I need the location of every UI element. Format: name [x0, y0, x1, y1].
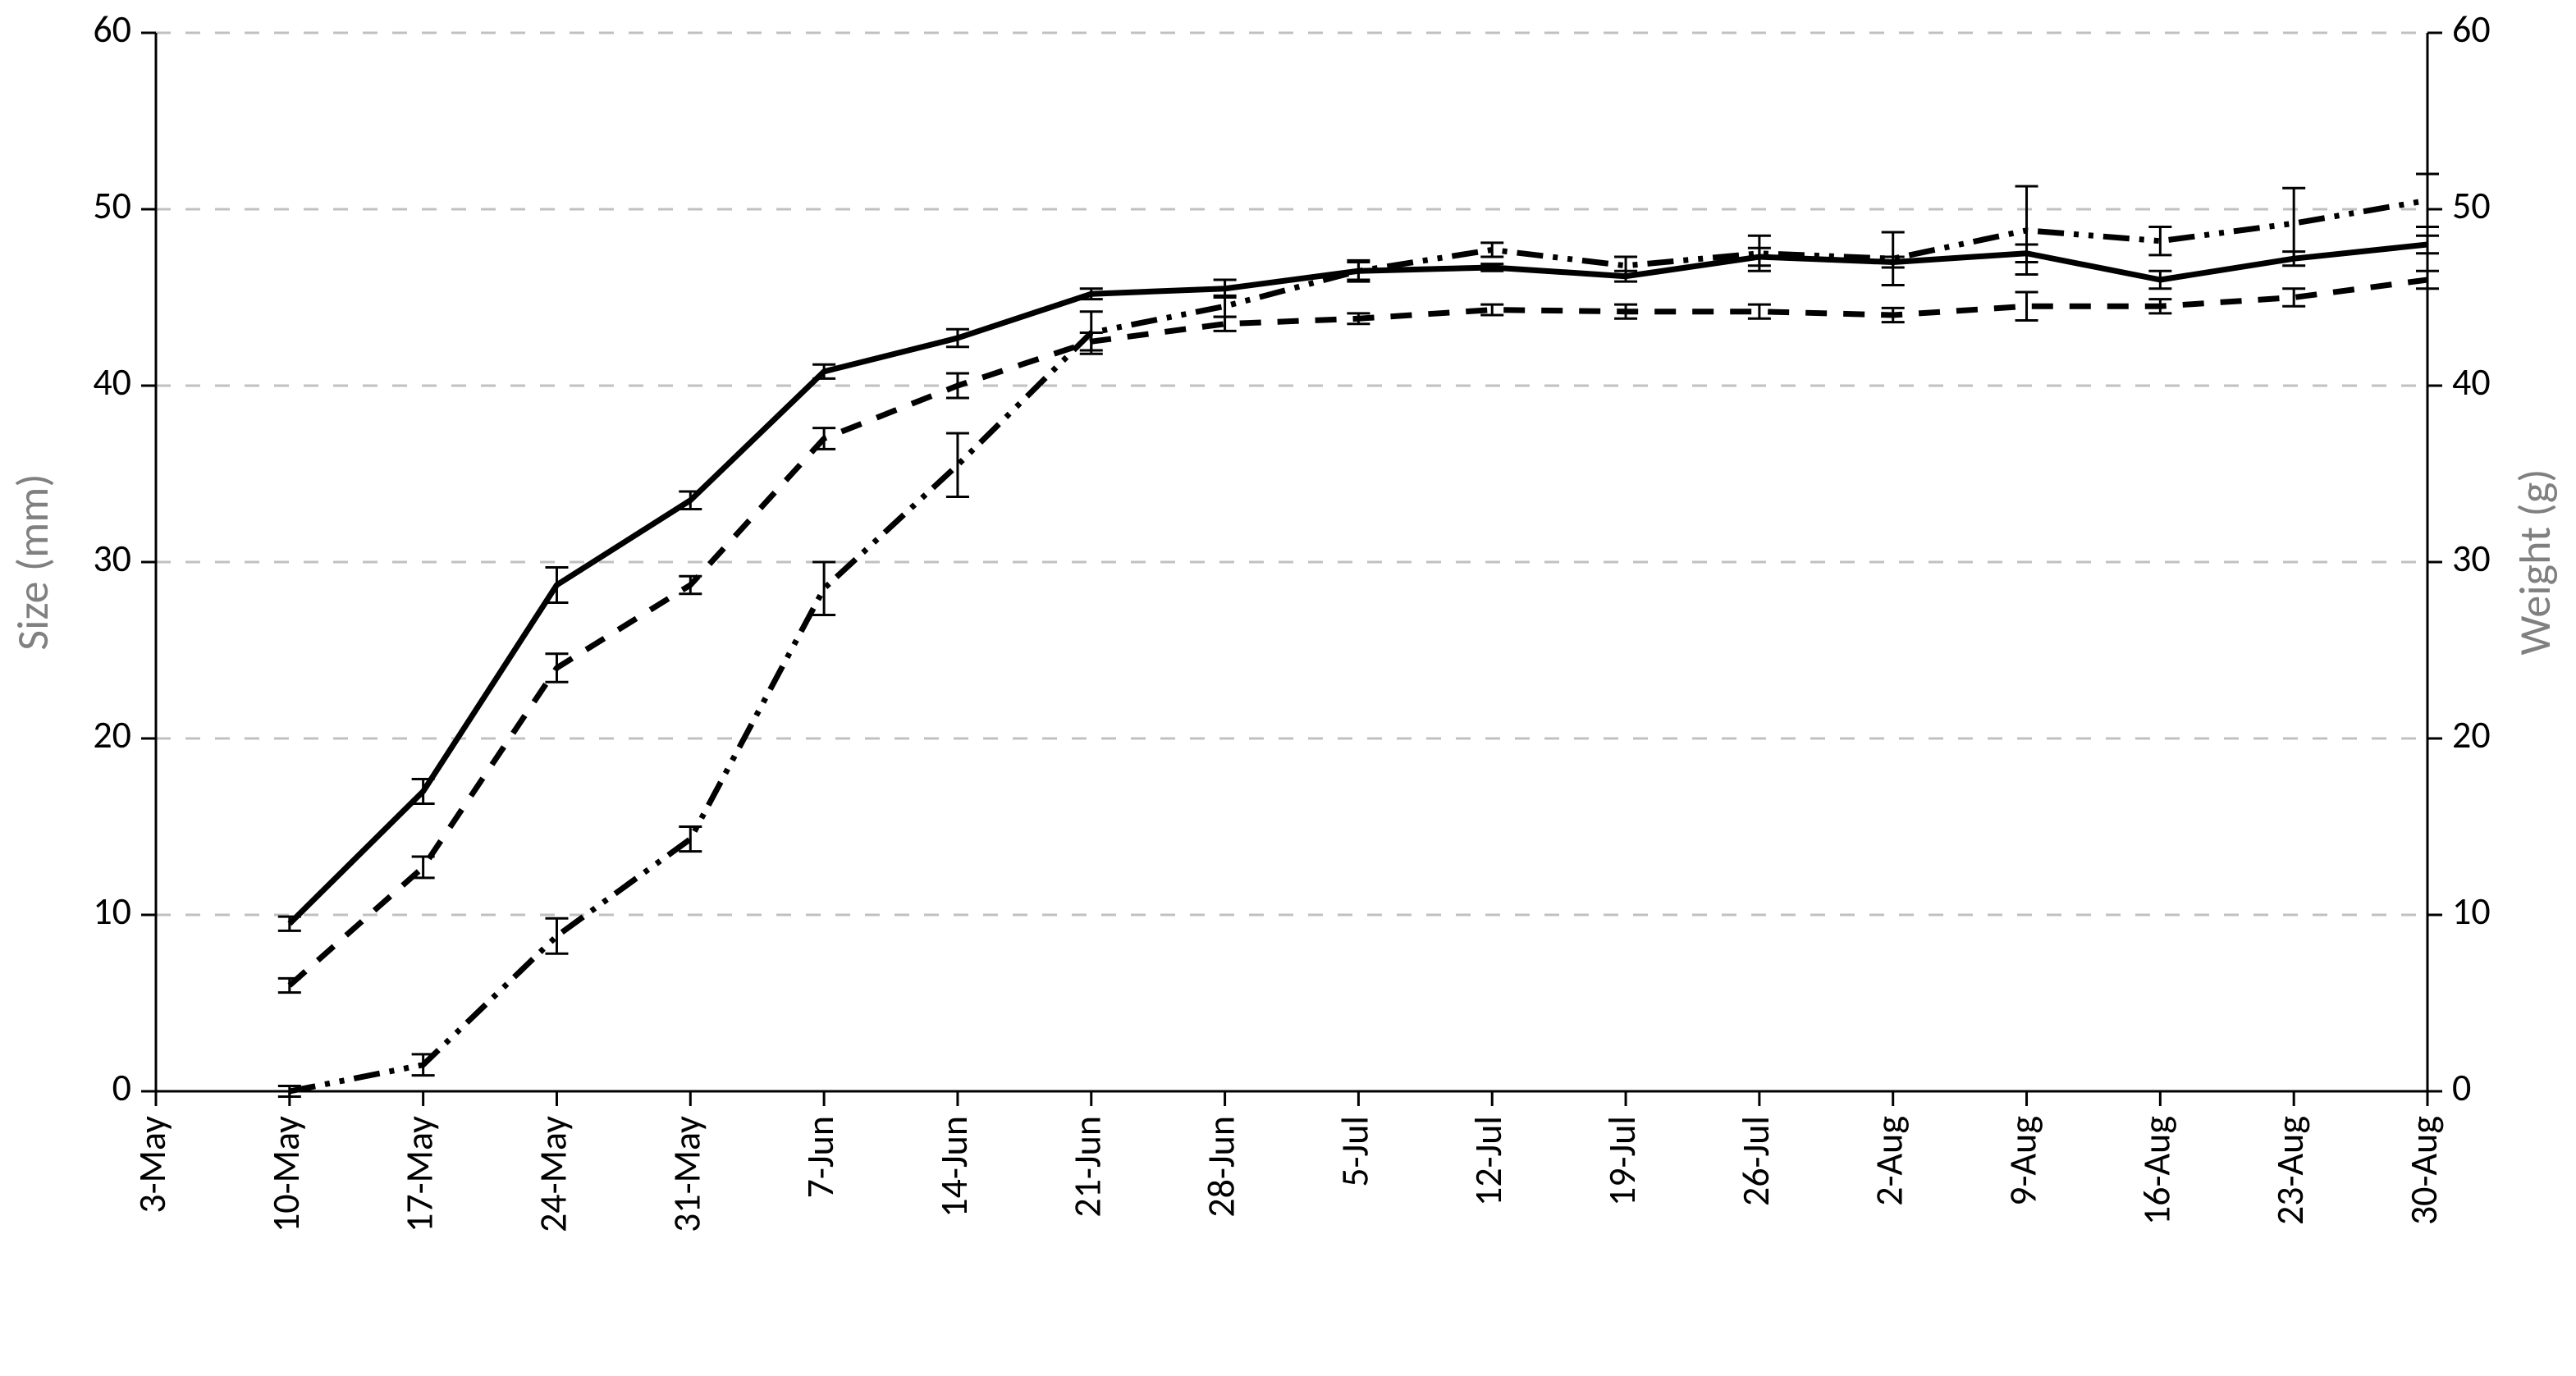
svg-text:16-Aug: 16-Aug — [2134, 1116, 2180, 1225]
svg-text:19-Jul: 19-Jul — [1599, 1116, 1645, 1206]
svg-text:28-Jun: 28-Jun — [1199, 1116, 1245, 1218]
svg-text:14-Jun: 14-Jun — [931, 1116, 977, 1218]
svg-text:17-May: 17-May — [397, 1116, 443, 1232]
svg-text:12-Jul: 12-Jul — [1466, 1116, 1512, 1206]
svg-text:3-May: 3-May — [130, 1116, 176, 1214]
svg-text:40: 40 — [93, 359, 131, 405]
svg-text:30: 30 — [93, 536, 131, 582]
svg-text:31-May: 31-May — [664, 1116, 710, 1232]
svg-text:40: 40 — [2452, 359, 2491, 405]
chart-svg: 0 10 20 30 40 50 60 0 10 20 30 40 50 60 3-May 10-May 17-… — [0, 0, 2576, 1376]
svg-text:20: 20 — [93, 712, 131, 758]
growth-chart: 0 10 20 30 40 50 60 0 10 20 30 40 50 60 3-May 10-May 17-… — [0, 0, 2576, 1376]
svg-text:21-Jun: 21-Jun — [1065, 1116, 1111, 1218]
svg-text:7-Jun: 7-Jun — [798, 1116, 844, 1198]
svg-text:9-Aug: 9-Aug — [2001, 1116, 2047, 1206]
svg-text:24-May: 24-May — [530, 1116, 576, 1232]
svg-text:30: 30 — [2452, 536, 2491, 582]
svg-text:50: 50 — [2452, 183, 2491, 229]
svg-text:50: 50 — [93, 183, 131, 229]
svg-text:20: 20 — [2452, 712, 2491, 758]
svg-text:0: 0 — [2452, 1065, 2471, 1111]
svg-text:23-Aug: 23-Aug — [2267, 1116, 2313, 1225]
svg-text:60: 60 — [93, 7, 131, 53]
svg-text:60: 60 — [2452, 7, 2491, 53]
svg-text:5-Jul: 5-Jul — [1332, 1116, 1378, 1187]
svg-text:Size (mm): Size (mm) — [6, 473, 60, 650]
svg-text:26-Jul: 26-Jul — [1733, 1116, 1779, 1206]
svg-text:10: 10 — [93, 889, 131, 935]
svg-text:2-Aug: 2-Aug — [1867, 1116, 1913, 1206]
svg-text:0: 0 — [112, 1065, 131, 1111]
svg-text:30-Aug: 30-Aug — [2401, 1116, 2447, 1225]
svg-text:Weight (g): Weight (g) — [2508, 469, 2562, 655]
svg-text:10-May: 10-May — [263, 1116, 309, 1232]
svg-text:10: 10 — [2452, 889, 2491, 935]
